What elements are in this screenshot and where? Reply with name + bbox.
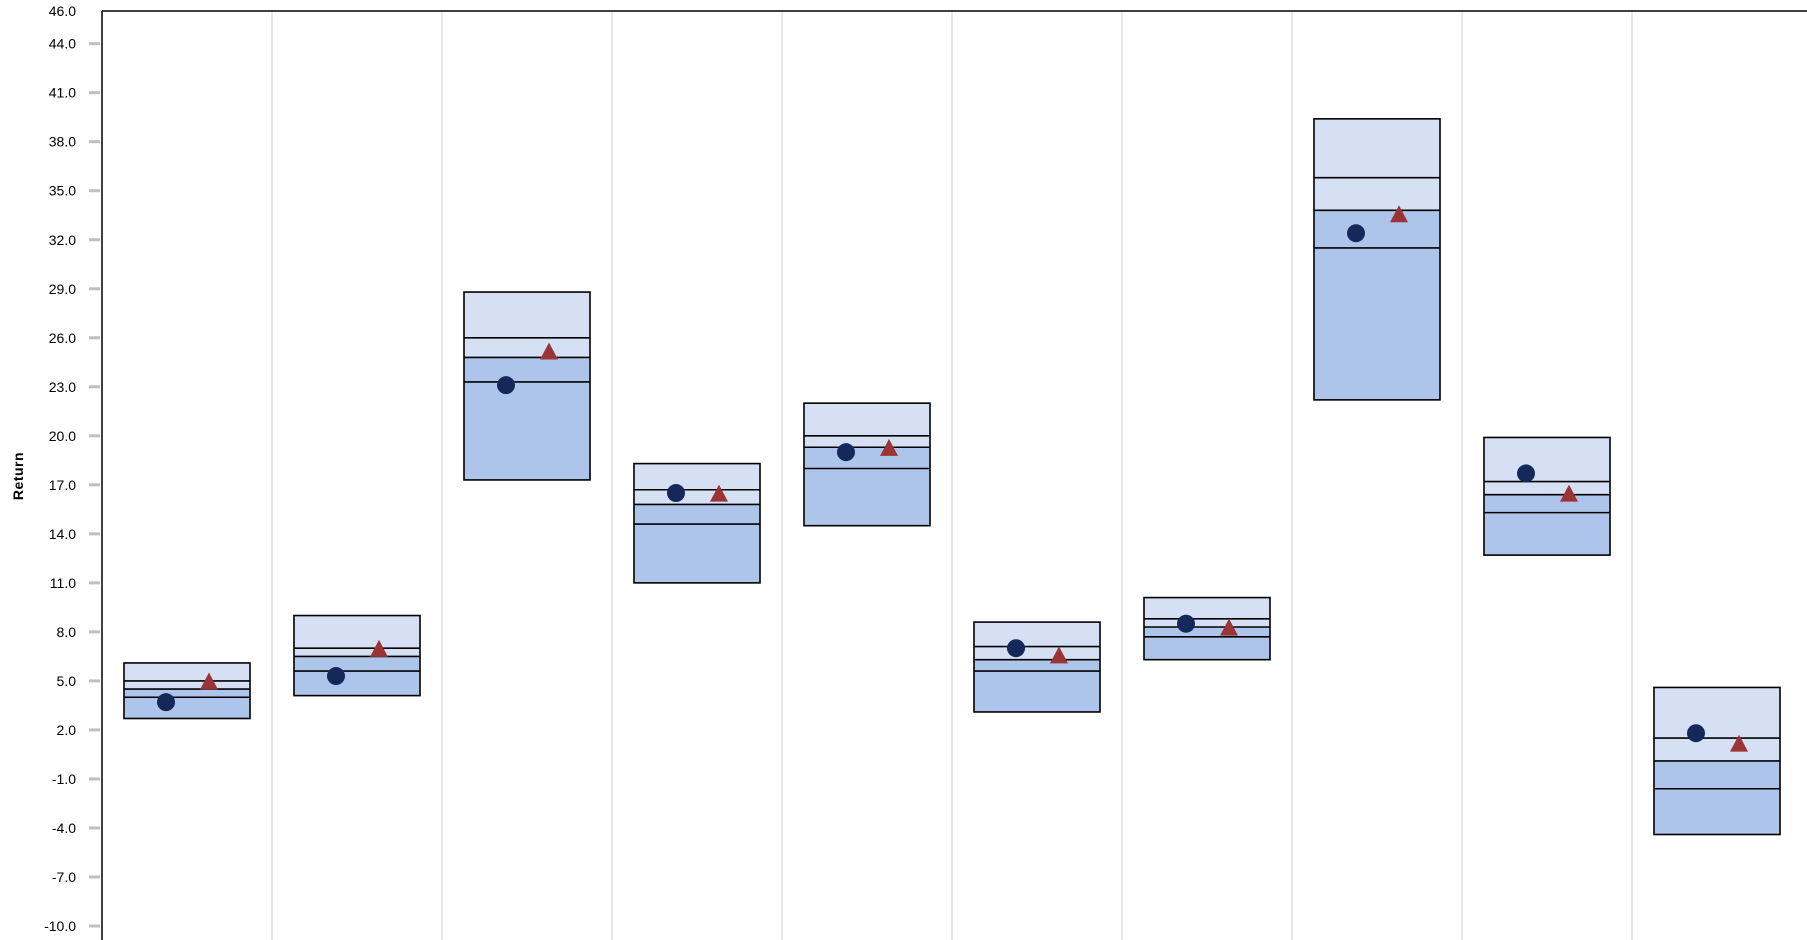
box-outer-bottom bbox=[464, 381, 590, 480]
box-group bbox=[1143, 596, 1271, 661]
grid-lines bbox=[271, 11, 1633, 940]
box-outer-bottom bbox=[1654, 788, 1780, 835]
y-tick-label: 26.0 bbox=[49, 330, 76, 346]
box-inner-lower bbox=[1314, 210, 1440, 248]
box-inner-lower bbox=[294, 656, 420, 672]
box-outer-top bbox=[1144, 597, 1270, 619]
box-group bbox=[293, 614, 421, 697]
box-outer-bottom bbox=[974, 671, 1100, 712]
box-group bbox=[463, 291, 591, 481]
box-group bbox=[633, 462, 761, 584]
y-tick-label: 35.0 bbox=[49, 183, 76, 199]
box-outer-top bbox=[1314, 118, 1440, 178]
box-inner-lower bbox=[124, 689, 250, 698]
box-outer-bottom bbox=[634, 524, 760, 583]
y-tick-label: 20.0 bbox=[49, 428, 76, 444]
circle-marker bbox=[327, 667, 345, 686]
box-outer-bottom bbox=[1314, 247, 1440, 400]
box-group bbox=[1313, 118, 1441, 401]
y-axis-ticks: 46.0 44.0 41.0 38.0 35.0 32.0 29.0 26.0 23.0 20.0… bbox=[44, 3, 100, 934]
y-tick-label: 5.0 bbox=[57, 673, 77, 689]
box-outer-bottom bbox=[294, 671, 420, 696]
triangle-marker bbox=[1560, 484, 1578, 502]
y-tick-label: 44.0 bbox=[49, 36, 76, 52]
circle-marker bbox=[497, 376, 515, 395]
y-tick-label: 14.0 bbox=[49, 526, 76, 542]
box-border bbox=[1313, 118, 1441, 401]
box-outer-top bbox=[634, 463, 760, 490]
triangle-marker bbox=[1730, 734, 1748, 752]
circle-marker bbox=[157, 693, 175, 712]
y-tick-label: 17.0 bbox=[49, 477, 76, 493]
triangle-marker bbox=[880, 438, 898, 456]
box-group bbox=[1653, 686, 1781, 836]
y-axis-title: Return bbox=[10, 452, 26, 500]
y-tick-label: 11.0 bbox=[50, 575, 76, 591]
y-tick-label: -10.0 bbox=[44, 918, 76, 934]
box-inner-lower bbox=[1484, 494, 1610, 513]
box-outer-bottom bbox=[124, 697, 250, 719]
triangle-marker bbox=[710, 484, 728, 502]
triangle-marker bbox=[370, 639, 388, 657]
box-outer-top bbox=[1654, 687, 1780, 739]
circle-marker bbox=[837, 443, 855, 462]
box-border bbox=[123, 662, 251, 720]
box-outer-bottom bbox=[1144, 636, 1270, 660]
box-border bbox=[1483, 436, 1611, 556]
box-group bbox=[123, 662, 251, 720]
y-tick-label: 41.0 bbox=[49, 85, 76, 101]
box-inner-lower bbox=[464, 357, 590, 382]
y-tick-label: -1.0 bbox=[52, 771, 76, 787]
circle-marker bbox=[1687, 724, 1705, 743]
box-border bbox=[293, 614, 421, 697]
box-border bbox=[1143, 596, 1271, 661]
y-tick-label: 32.0 bbox=[49, 232, 76, 248]
box-outer-top bbox=[1484, 437, 1610, 482]
triangle-marker bbox=[200, 672, 218, 690]
y-tick-label: 29.0 bbox=[49, 281, 76, 297]
y-tick-label: -4.0 bbox=[52, 820, 76, 836]
box-inner-lower bbox=[1144, 626, 1270, 637]
circle-marker bbox=[1007, 639, 1025, 658]
y-tick-label: 8.0 bbox=[57, 624, 77, 640]
box-outer-top bbox=[124, 662, 250, 681]
circle-marker bbox=[1517, 464, 1535, 483]
circle-marker bbox=[667, 484, 685, 503]
box-outer-top bbox=[464, 292, 590, 338]
box-border bbox=[803, 402, 931, 527]
box-outer-bottom bbox=[1484, 512, 1610, 556]
triangle-marker bbox=[1050, 646, 1068, 664]
y-tick-label: 38.0 bbox=[49, 134, 76, 150]
box-outer-bottom bbox=[804, 468, 930, 526]
box-group bbox=[803, 402, 931, 527]
circle-marker bbox=[1347, 224, 1365, 243]
box-inner-lower bbox=[804, 447, 930, 469]
triangle-marker bbox=[540, 342, 558, 360]
triangle-marker bbox=[1390, 205, 1408, 223]
box-border bbox=[973, 621, 1101, 713]
box-inner-lower bbox=[974, 659, 1100, 672]
y-tick-label: 23.0 bbox=[49, 379, 76, 395]
box-border bbox=[463, 291, 591, 481]
box-inner-lower bbox=[1654, 760, 1780, 789]
y-tick-label: 46.0 bbox=[49, 3, 76, 19]
box-border bbox=[633, 462, 761, 584]
markers bbox=[157, 205, 1748, 752]
box-outer-top bbox=[804, 403, 930, 436]
boxes bbox=[123, 118, 1781, 836]
circle-marker bbox=[1177, 614, 1195, 633]
triangle-marker bbox=[1220, 618, 1238, 636]
box-group bbox=[973, 621, 1101, 713]
box-outer-top bbox=[974, 622, 1100, 647]
y-tick-label: 2.0 bbox=[57, 722, 77, 738]
box-group bbox=[1483, 436, 1611, 556]
box-outer-top bbox=[294, 615, 420, 649]
y-tick-label: -7.0 bbox=[52, 869, 76, 885]
box-inner-lower bbox=[634, 504, 760, 525]
